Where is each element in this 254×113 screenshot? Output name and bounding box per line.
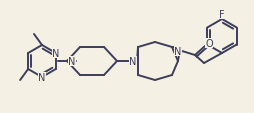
Text: F: F: [218, 10, 224, 20]
Text: O: O: [204, 39, 212, 49]
Text: N: N: [129, 56, 136, 66]
Text: N: N: [68, 56, 75, 66]
Text: N: N: [174, 47, 181, 56]
Text: N: N: [38, 72, 45, 82]
Text: N: N: [52, 49, 59, 59]
